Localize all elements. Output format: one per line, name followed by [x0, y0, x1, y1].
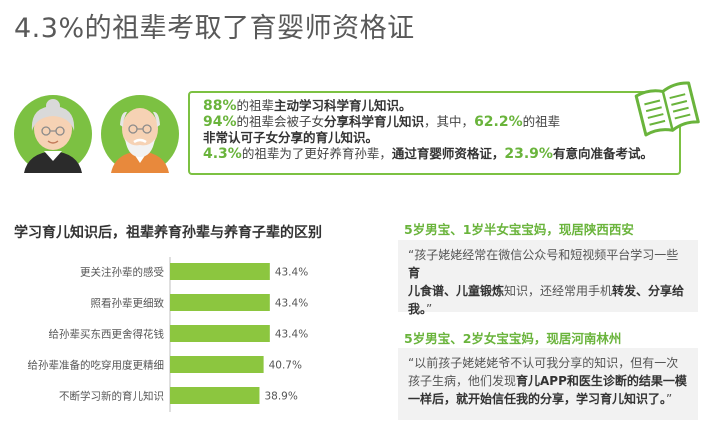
stat-text-bold: 分享科学育儿知识 — [324, 114, 425, 129]
open-book-icon — [634, 81, 700, 137]
quote-box-1: “孩子姥姥经常在微信公众号和短视频平台学习一些育 儿食谱、儿童锻炼知识，还经常用手… — [398, 240, 698, 316]
quote-line: “孩子姥姥经常在微信公众号和短视频平台学习一些育 — [408, 246, 690, 282]
quote-text: ” — [666, 392, 673, 406]
stat-value: 88% — [203, 98, 237, 114]
quote-text-bold: 一样后，就开始信任我的分享，学习育儿知识了。 — [408, 392, 667, 406]
stats-box: 88%的祖辈主动学习科学育儿知识。 94%的祖辈会被子女分享科学育儿知识，其中，… — [188, 91, 681, 175]
stat-text-bold: 非常认可子女分享的育儿知识。 — [203, 130, 379, 145]
category-label: 不断学习新的育儿知识 — [59, 390, 164, 403]
grandmother-avatar — [14, 95, 92, 173]
quote-text: ” — [426, 302, 433, 316]
category-label: 给孙辈买东西更舍得花钱 — [49, 328, 165, 341]
quote-line: 我。” — [408, 300, 690, 318]
quote-line: 孩子生病，他们发现育儿APP和医生诊断的结果一模 — [408, 372, 690, 390]
bar — [170, 325, 270, 342]
chart-section-title: 学习育儿知识后，祖辈养育孙辈与养育子辈的区别 — [14, 225, 322, 241]
stat-value: 4.3% — [203, 146, 242, 162]
quote-text: 孩子生病，他们发现 — [408, 374, 517, 388]
value-label: 43.4% — [275, 329, 308, 341]
stat-text-bold: 有意向准备考试。 — [552, 146, 653, 161]
quote-text-bold: 育 — [408, 266, 421, 280]
stat-value: 94% — [203, 114, 237, 130]
value-label: 43.4% — [275, 298, 308, 310]
quote-text-bold: 转发、分享给 — [612, 284, 685, 298]
stat-text: 的祖辈为了更好养育孙辈， — [241, 146, 392, 161]
quote-title-1: 5岁男宝、1岁半女宝宝妈，现居陕西西安 — [404, 222, 634, 237]
grandfather-avatar — [101, 95, 179, 173]
stat-line-2: 94%的祖辈会被子女分享科学育儿知识，其中，62.2%的祖辈 — [203, 114, 669, 130]
quote-text: “孩子姥姥经常在微信公众号和短视频平台学习一些 — [408, 248, 679, 262]
bar — [170, 387, 260, 404]
bar — [170, 263, 270, 280]
stat-line-3: 非常认可子女分享的育儿知识。 — [203, 130, 669, 146]
stat-line-4: 4.3%的祖辈为了更好养育孙辈，通过育婴师资格证，23.9%有意向准备考试。 — [203, 146, 669, 162]
stat-value: 62.2% — [474, 114, 523, 130]
category-label: 照看孙辈更细致 — [91, 297, 165, 310]
stat-text: 的祖辈 — [522, 114, 561, 129]
bar-chart: 更关注孙辈的感受 43.4% 照看孙辈更细致 43.4% 给孙辈买东西更舍得花钱 43.4… — [28, 257, 308, 412]
quote-text: “以前孩子姥姥姥爷不认可我分享的知识，但有一次 — [408, 356, 679, 370]
stat-value: 23.9% — [504, 146, 553, 162]
quote-line: 儿食谱、儿童锻炼知识，还经常用手机转发、分享给 — [408, 282, 690, 300]
value-label: 38.9% — [264, 391, 297, 403]
quote-text-bold: 育儿APP和医生诊断的结果一模 — [516, 374, 687, 388]
quote-box-2: “以前孩子姥姥姥爷不认可我分享的知识，但有一次 孩子生病，他们发现育儿APP和医生… — [398, 348, 698, 420]
category-label: 给孙辈准备的吃穿用度更精细 — [28, 359, 165, 372]
quote-title-2: 5岁男宝、2岁女宝宝妈，现居河南林州 — [404, 331, 622, 346]
bar — [170, 294, 270, 311]
value-label: 43.4% — [275, 267, 308, 279]
category-label: 更关注孙辈的感受 — [80, 266, 164, 279]
bar — [170, 356, 264, 373]
page-title: 4.3%的祖辈考取了育婴师资格证 — [14, 13, 415, 44]
quote-text-bold: 我。 — [408, 302, 427, 316]
quote-text-bold: 儿食谱、儿童锻炼 — [408, 284, 505, 298]
stat-text: ，其中， — [424, 114, 475, 129]
value-label: 40.7% — [269, 360, 302, 372]
quote-line: “以前孩子姥姥姥爷不认可我分享的知识，但有一次 — [408, 354, 690, 372]
stat-text: 的祖辈会被子女 — [236, 114, 325, 129]
quote-text: 知识，还经常用手机 — [504, 284, 613, 298]
stat-text: 的祖辈 — [236, 98, 275, 113]
stat-text-bold: 通过育婴师资格证， — [391, 146, 505, 161]
stat-line-1: 88%的祖辈主动学习科学育儿知识。 — [203, 98, 669, 114]
stat-text-bold: 主动学习科学育儿知识。 — [274, 98, 412, 113]
quote-line: 一样后，就开始信任我的分享，学习育儿知识了。” — [408, 390, 690, 408]
